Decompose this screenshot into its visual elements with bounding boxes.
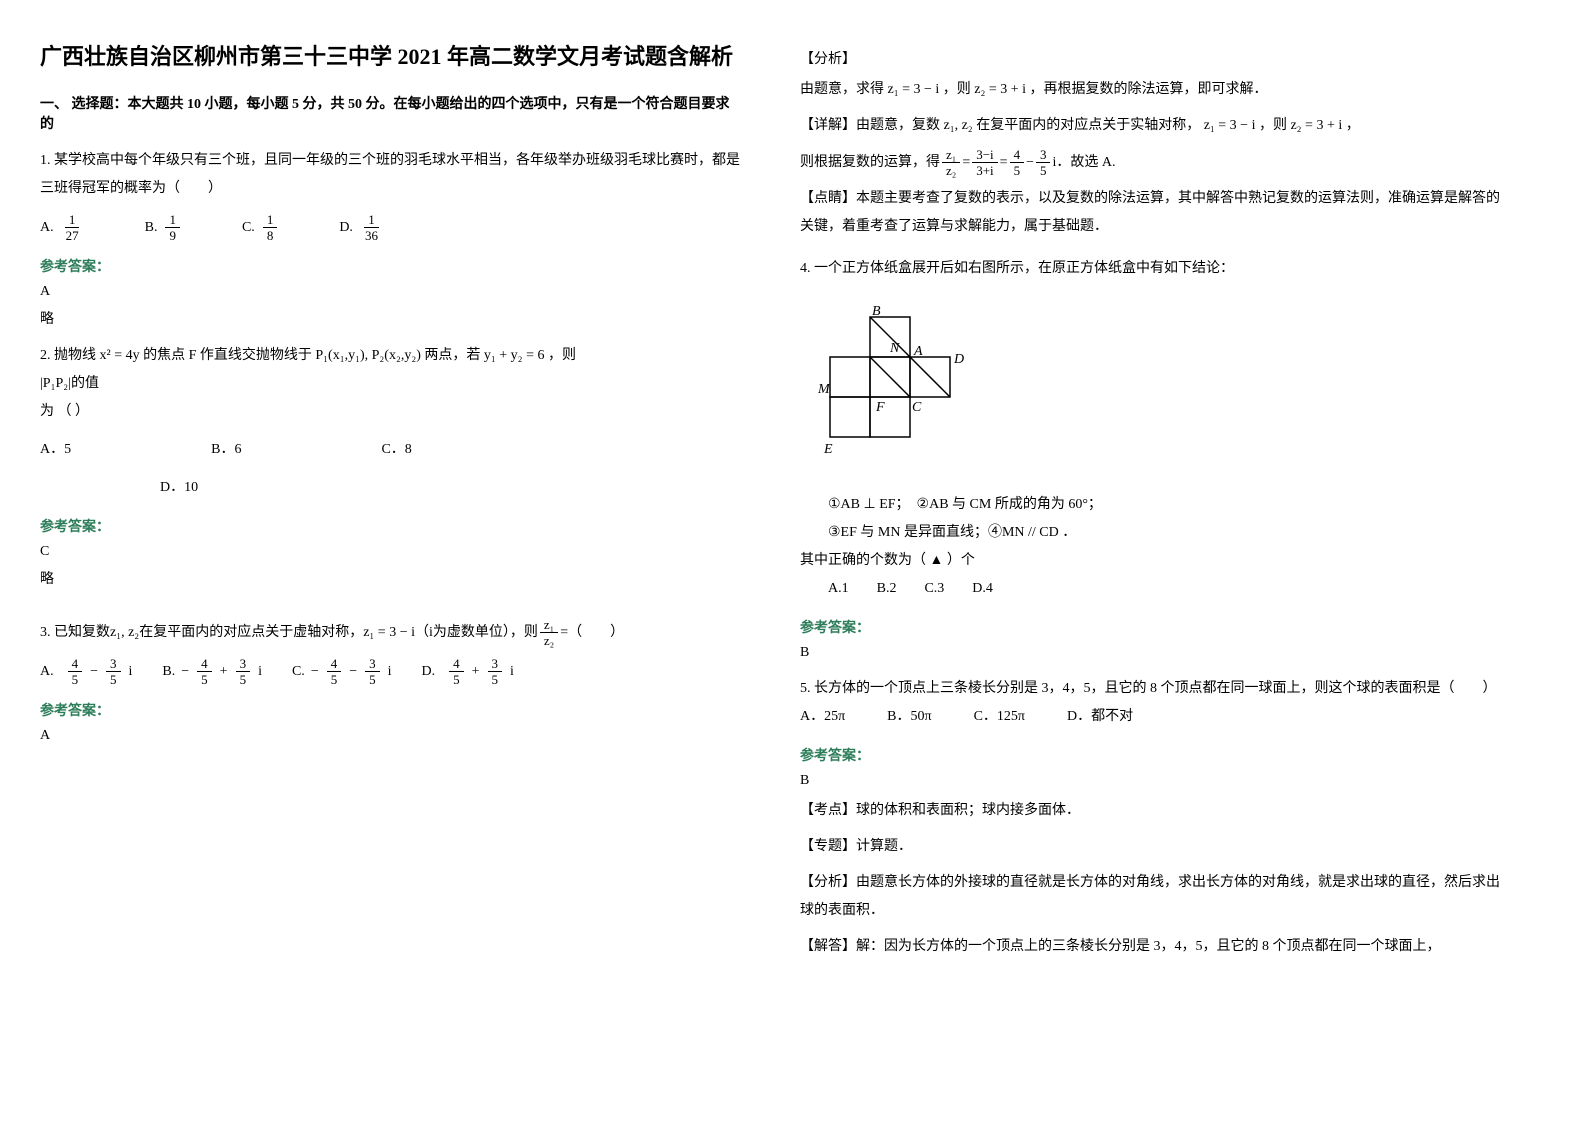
q2-option-b: B．6 — [211, 436, 241, 464]
q4-stem: 4. 一个正方体纸盒展开后如右图所示，在原正方体纸盒中有如下结论： — [800, 255, 1500, 283]
q4-figure: B A D N M F C E — [800, 297, 1500, 477]
q3-analysis: 由题意，求得 z₁ = 3 − i ，则 z₂ = 3 + i ，再根据复数的除… — [800, 76, 1500, 104]
q3-answer-label: 参考答案： — [40, 700, 740, 720]
q4-claims1: ①AB ⊥ EF； ②AB 与 CM 所成的角为 60°； — [800, 491, 1500, 519]
q2-option-c: C．8 — [381, 436, 411, 464]
fig-label-N: N — [889, 341, 900, 356]
q2-eq3: y₁ + y₂ = 6 — [484, 348, 545, 363]
q3-analysis-label: 【分析】 — [800, 48, 1500, 68]
question-5: 5. 长方体的一个顶点上三条棱长分别是 3，4，5，且它的 8 个顶点都在同一球… — [800, 675, 1500, 731]
q3-option-a: A. 45 − 35 i — [40, 657, 132, 686]
q1-answer: A — [40, 284, 740, 300]
q1-options: A. 127 B. 19 C. 18 D. 136 — [40, 213, 740, 242]
q3-point: 【点睛】本题主要考查了复数的表示，以及复数的除法运算，其中解答中熟记复数的运算法… — [800, 185, 1500, 241]
q5-fenxi: 【分析】由题意长方体的外接球的直径就是长方体的对角线，求出长方体的对角线，就是求… — [800, 869, 1500, 925]
q3-z1eq: z₁ = 3 − i — [363, 619, 415, 647]
q1-option-d: D. 136 — [339, 213, 384, 242]
q5-answer-label: 参考答案： — [800, 745, 1500, 765]
q1-option-c: C. 18 — [242, 213, 279, 242]
q2-stem: 2. 抛物线 x² = 4y 的焦点 F 作直线交抛物线于 P₁(x₁,y₁),… — [40, 342, 740, 370]
q2-option-d: D．10 — [160, 474, 740, 502]
fig-label-C: C — [912, 400, 922, 415]
q3-option-b: B. − 45 + 35 i — [162, 657, 262, 686]
q3-frac: z₁z₂ — [540, 618, 558, 647]
q2-answer: C — [40, 544, 740, 560]
q2-brief: 略 — [40, 568, 740, 588]
q1-stem: 1. 某学校高中每个年级只有三个班，且同一年级的三个班的羽毛球水平相当，各年级举… — [40, 147, 740, 203]
q4-answer: B — [800, 645, 1500, 661]
left-column: 广西壮族自治区柳州市第三十三中学 2021 年高二数学文月考试题含解析 一、 选… — [40, 40, 740, 969]
q4-answer-label: 参考答案： — [800, 617, 1500, 637]
question-4: 4. 一个正方体纸盒展开后如右图所示，在原正方体纸盒中有如下结论： — [800, 255, 1500, 603]
q3-calc: 则根据复数的运算，得 z₁z₂ = 3−i3+i = 45 − 35 i ．故选… — [800, 148, 1500, 177]
q5-stem: 5. 长方体的一个顶点上三条棱长分别是 3，4，5，且它的 8 个顶点都在同一球… — [800, 675, 1500, 703]
q3-detail: 【详解】由题意，复数 z₁, z₂ 在复平面内的对应点关于实轴对称， z₁ = … — [800, 112, 1500, 140]
q5-zhuanti: 【专题】计算题． — [800, 833, 1500, 861]
question-3: 3. 已知复数 z₁, z₂ 在复平面内的对应点关于虚轴对称， z₁ = 3 −… — [40, 618, 740, 686]
fig-label-A: A — [913, 344, 923, 359]
q4-claims2: ③EF 与 MN 是异面直线；④MN // CD ． — [800, 519, 1500, 547]
q1-brief: 略 — [40, 308, 740, 328]
q4-question-line: 其中正确的个数为（ ▲ ）个 — [800, 547, 1500, 575]
q1-answer-label: 参考答案： — [40, 256, 740, 276]
q5-answer: B — [800, 773, 1500, 789]
fig-label-F: F — [875, 400, 885, 415]
fig-label-D: D — [953, 352, 964, 367]
q4-options: A.1 B.2 C.3 D.4 — [800, 575, 1500, 603]
right-column: 【分析】 由题意，求得 z₁ = 3 − i ，则 z₂ = 3 + i ，再根… — [800, 40, 1500, 969]
q5-kaodian: 【考点】球的体积和表面积；球内接多面体． — [800, 797, 1500, 825]
q5-options: A．25π B．50π C．125π D．都不对 — [800, 703, 1500, 731]
question-2: 2. 抛物线 x² = 4y 的焦点 F 作直线交抛物线于 P₁(x₁,y₁),… — [40, 342, 740, 502]
q1-option-b: B. 19 — [145, 213, 182, 242]
q5-jieda: 【解答】解：因为长方体的一个顶点上的三条棱长分别是 3，4，5，且它的 8 个顶… — [800, 933, 1500, 961]
fig-label-B: B — [872, 304, 881, 319]
q3-option-c: C. − 45 − 35 i — [292, 657, 392, 686]
document-title: 广西壮族自治区柳州市第三十三中学 2021 年高二数学文月考试题含解析 — [40, 40, 740, 73]
q2-option-a: A．5 — [40, 436, 71, 464]
q2-eq2: P₁(x₁,y₁), P₂(x₂,y₂) — [315, 348, 421, 363]
question-1: 1. 某学校高中每个年级只有三个班，且同一年级的三个班的羽毛球水平相当，各年级举… — [40, 147, 740, 242]
q2-answer-label: 参考答案： — [40, 516, 740, 536]
q2-eq4: |P₁P₂| — [40, 376, 71, 391]
q1-option-a: A. 127 — [40, 213, 85, 242]
q2-options: A．5 B．6 C．8 — [40, 436, 740, 464]
fig-label-E: E — [823, 442, 833, 457]
q2-eq1: x² = 4y — [100, 348, 140, 363]
section-header: 一、 选择题：本大题共 10 小题，每小题 5 分，共 50 分。在每小题给出的… — [40, 93, 740, 133]
fig-label-M: M — [817, 382, 831, 397]
q3-answer: A — [40, 728, 740, 744]
q3-z1z2: z₁, z₂ — [110, 619, 139, 647]
q3-options: A. 45 − 35 i B. − 45 + 35 i C. − — [40, 657, 740, 686]
q3-option-d: D. 45 + 35 i — [422, 657, 514, 686]
